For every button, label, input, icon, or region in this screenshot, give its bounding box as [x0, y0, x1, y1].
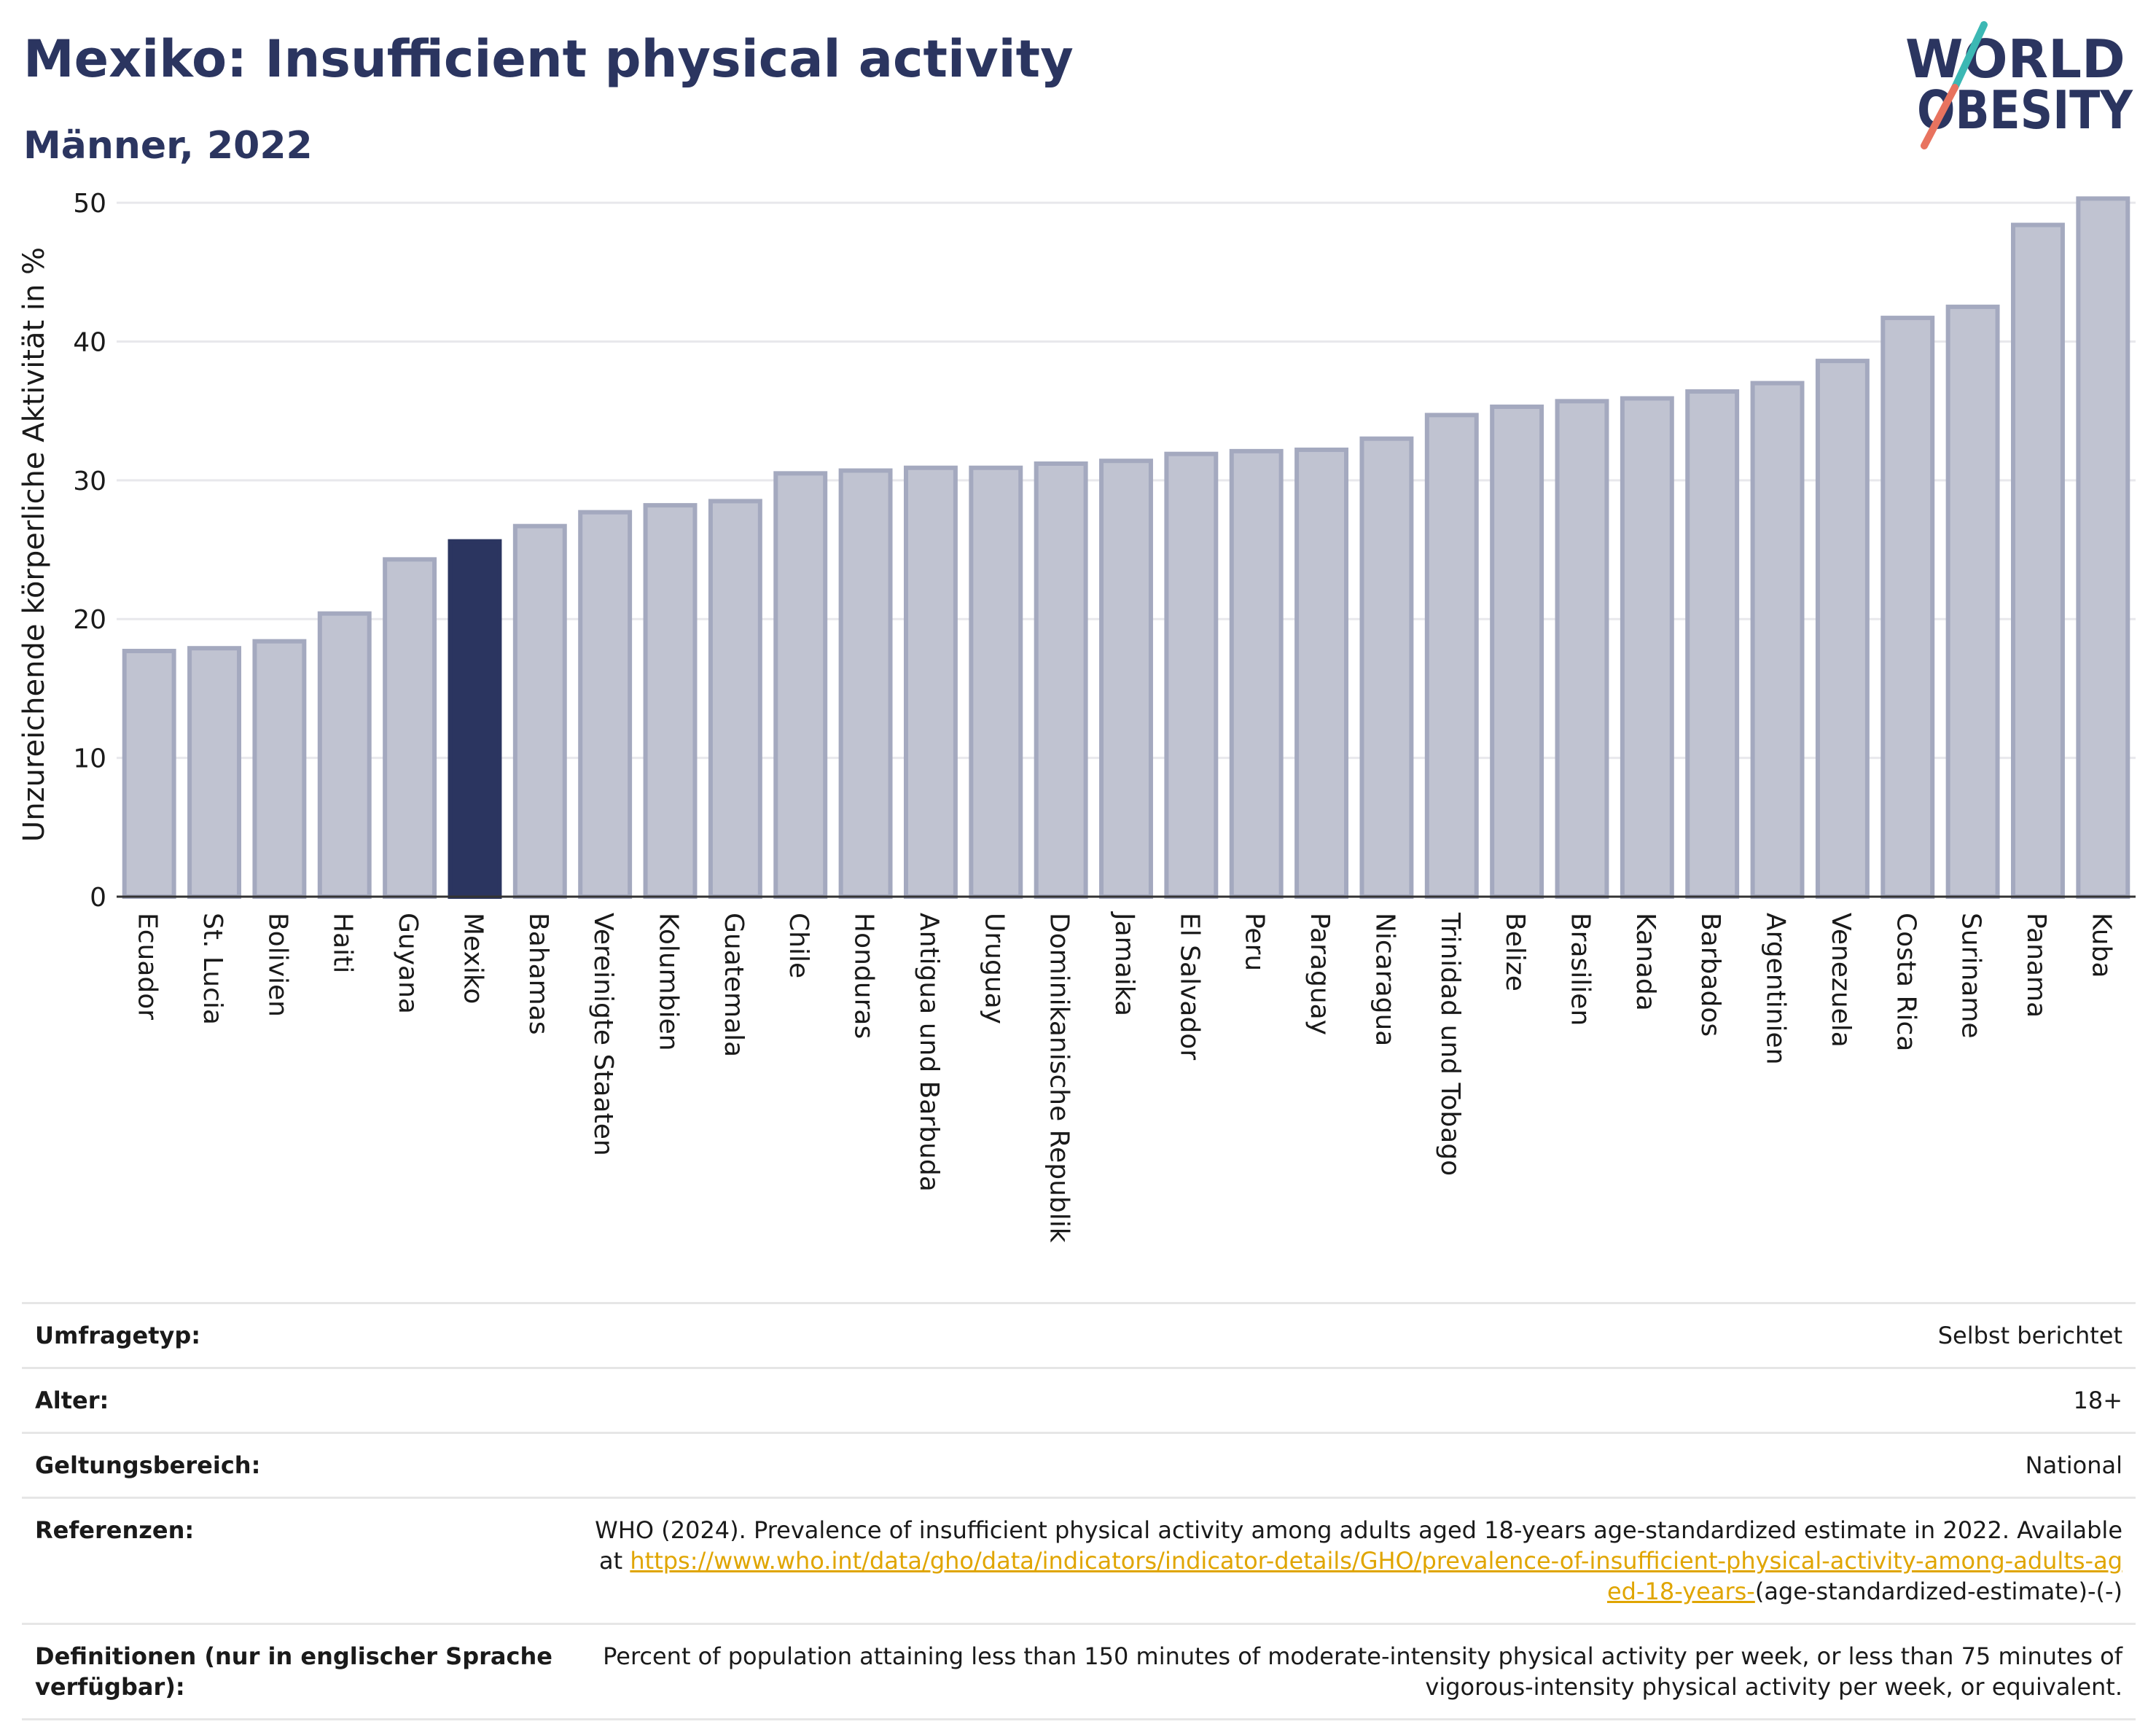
meta-value-scope: National: [2025, 1451, 2122, 1479]
world-obesity-logo: WORLD OBESITY: [1905, 21, 2133, 149]
bar: [643, 503, 698, 899]
bar: [1359, 436, 1414, 899]
bar: [1685, 389, 1740, 899]
logo-line-1: WORLD: [1905, 28, 2125, 90]
bar: [187, 646, 241, 899]
meta-value-survey-type: Selbst berichtet: [1937, 1322, 2122, 1349]
x-tick-label: Vereinigte Staaten: [588, 913, 618, 1156]
x-tick-label: Belize: [1500, 913, 1530, 991]
x-tick-label: Panama: [2021, 913, 2051, 1018]
y-tick-labels: 0 10 20 30 40 50: [73, 189, 106, 913]
x-tick-label: Kolumbien: [654, 913, 684, 1051]
meta-label-survey-type: Umfragetyp:: [35, 1322, 201, 1349]
x-tick-label: Chile: [784, 913, 813, 978]
bar: [1294, 447, 1349, 899]
x-tick-label: Guyana: [393, 913, 423, 1014]
x-tick-label: Uruguay: [979, 913, 1009, 1024]
x-tick-label: Kuba: [2086, 913, 2116, 978]
x-tick-label: Suriname: [1956, 913, 1986, 1039]
metadata-table: Umfragetyp: Selbst berichtet Alter: 18+ …: [22, 1302, 2136, 1720]
bar: [1815, 359, 1870, 900]
bar: [2011, 222, 2065, 899]
logo-slash-teal: [1951, 21, 1988, 91]
bar: [1164, 451, 1219, 899]
chart-title: Mexiko: Insufficient physical activity: [23, 29, 1074, 89]
meta-row-age: Alter: 18+: [22, 1369, 2136, 1434]
x-tick-label: Guatemala: [719, 913, 749, 1057]
chart-subtitle: Männer, 2022: [23, 124, 313, 168]
bar: [1424, 413, 1479, 899]
y-tick-label: 40: [73, 327, 106, 357]
y-tick-label: 30: [73, 467, 106, 496]
x-tick-label: Haiti: [328, 913, 358, 973]
bar: [2076, 196, 2130, 900]
meta-value-age: 18+: [2073, 1387, 2122, 1414]
x-tick-label: Argentinien: [1761, 913, 1791, 1065]
x-tick-label: El Salvador: [1174, 913, 1204, 1060]
meta-label-scope: Geltungsbereich:: [35, 1451, 261, 1479]
x-tick-label: Antigua und Barbuda: [914, 913, 944, 1192]
x-tick-label: Trinidad und Tobago: [1435, 912, 1465, 1176]
bar: [122, 649, 176, 899]
x-tick-label: Kanada: [1630, 913, 1660, 1011]
meta-value-definitions: Percent of population attaining less tha…: [603, 1642, 2122, 1701]
x-tick-label: St. Lucia: [198, 913, 227, 1025]
bar: [1034, 461, 1088, 899]
bar: [512, 523, 567, 900]
x-tick-label: Honduras: [849, 913, 879, 1039]
bar: [1490, 404, 1544, 899]
bar: [317, 611, 372, 899]
x-tick-label: Peru: [1240, 913, 1270, 971]
meta-row-references: Referenzen: WHO (2024). Prevalence of in…: [22, 1499, 2136, 1625]
logo-slash-coral: [1921, 84, 1958, 149]
bar: [1620, 396, 1674, 899]
bar: [838, 468, 893, 899]
reference-link[interactable]: https://www.who.int/data/gho/data/indica…: [630, 1547, 2122, 1605]
bar: [383, 557, 437, 899]
x-tick-label: Nicaragua: [1370, 913, 1399, 1046]
bar: [252, 639, 307, 899]
reference-suffix: (age-standardized-estimate)-(-): [1754, 1578, 2122, 1605]
bar-layer: [122, 196, 2130, 900]
y-tick-label: 10: [73, 744, 106, 774]
meta-label-definitions: Definitionen (nur in englischer Sprache …: [35, 1642, 552, 1701]
meta-value-references: WHO (2024). Prevalence of insufficient p…: [560, 1515, 2122, 1607]
meta-row-definitions: Definitionen (nur in englischer Sprache …: [22, 1625, 2136, 1720]
x-tick-label: Brasilien: [1565, 913, 1595, 1026]
bar: [1099, 459, 1153, 899]
x-tick-label: Ecuador: [133, 913, 163, 1020]
meta-row-scope: Geltungsbereich: National: [22, 1434, 2136, 1499]
meta-row-survey-type: Umfragetyp: Selbst berichtet: [22, 1304, 2136, 1369]
y-axis-label: Unzureichende körperliche Aktivität in %: [17, 247, 51, 842]
meta-label-references: Referenzen:: [35, 1516, 195, 1544]
bar: [773, 471, 828, 899]
x-tick-labels: Ecuador St. Lucia Bolivien Haiti Guyana Mexik…: [133, 911, 2117, 1243]
bar: [578, 510, 633, 899]
y-tick-label: 20: [73, 605, 106, 635]
x-tick-label: Costa Rica: [1891, 913, 1921, 1051]
meta-label-age: Alter:: [35, 1387, 109, 1414]
bar: [969, 465, 1023, 899]
x-tick-label: Dominikanische Republik: [1044, 913, 1074, 1243]
x-tick-label: Bahamas: [523, 913, 553, 1035]
x-tick-label: Paraguay: [1305, 913, 1335, 1035]
x-tick-label: Barbados: [1695, 913, 1725, 1037]
x-tick-label: Jamaika: [1109, 911, 1139, 1016]
bar: [448, 539, 502, 899]
bar: [903, 465, 958, 899]
bar: [1945, 304, 2000, 900]
reference-text: WHO (2024). Prevalence of insufficient p…: [595, 1516, 2122, 1575]
bar: [1229, 448, 1284, 899]
bar-chart: 0 10 20 30 40 50 Ecuador St. Lucia Bolivien Hait…: [17, 189, 2136, 1243]
y-tick-label: 0: [90, 883, 106, 913]
x-tick-label: Venezuela: [1826, 913, 1856, 1048]
bar: [708, 499, 762, 899]
bar: [1555, 399, 1609, 899]
x-tick-label: Mexiko: [458, 913, 488, 1004]
bar: [1750, 381, 1805, 899]
y-tick-label: 50: [73, 189, 106, 219]
bar: [1880, 316, 1935, 900]
x-tick-label: Bolivien: [262, 913, 292, 1017]
